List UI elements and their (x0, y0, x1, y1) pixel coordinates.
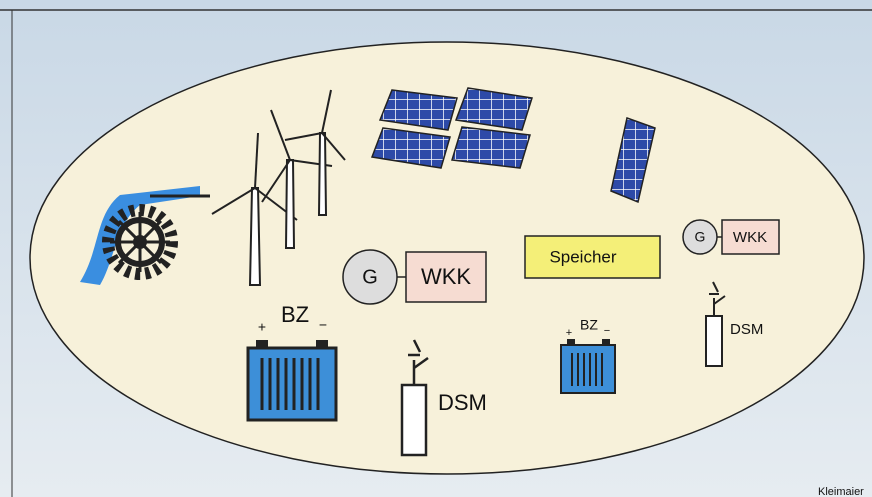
battery-label: BZ (281, 302, 309, 327)
plus-sign: + (258, 319, 266, 335)
diagram: G WKK G WKK Speicher + BZ − + BZ − DSM D… (0, 0, 872, 497)
plus-sign: + (566, 327, 572, 339)
minus-sign: − (319, 317, 327, 333)
generator-symbol: G (695, 229, 706, 245)
wkk-label: WKK (421, 264, 471, 289)
storage-label: Speicher (549, 247, 616, 266)
wkk-label: WKK (733, 229, 767, 246)
battery (561, 339, 615, 393)
minus-sign: − (604, 325, 610, 337)
dsm-label: DSM (730, 321, 763, 338)
battery (248, 340, 336, 420)
credit: Kleimaier (818, 486, 864, 497)
generator-symbol: G (362, 266, 378, 288)
dsm-label: DSM (438, 390, 487, 415)
battery-label: BZ (580, 317, 598, 333)
